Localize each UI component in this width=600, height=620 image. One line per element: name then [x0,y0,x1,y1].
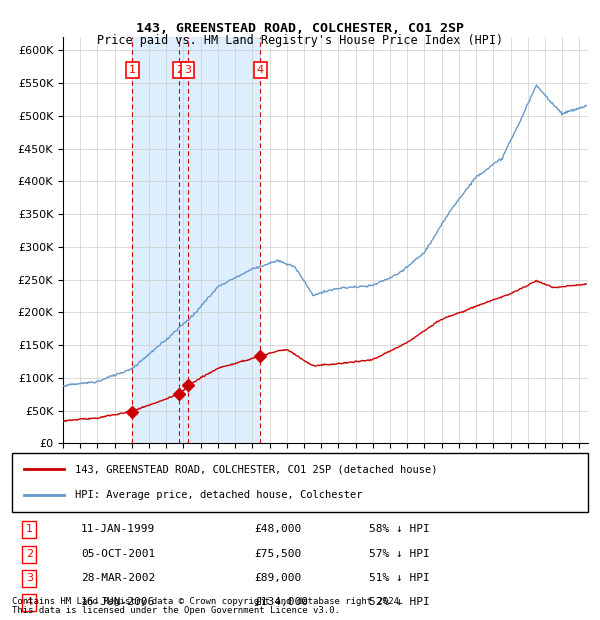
Text: 28-MAR-2002: 28-MAR-2002 [81,574,155,583]
Text: 1: 1 [129,65,136,75]
Text: 143, GREENSTEAD ROAD, COLCHESTER, CO1 2SP: 143, GREENSTEAD ROAD, COLCHESTER, CO1 2S… [136,22,464,35]
FancyBboxPatch shape [12,453,588,511]
Text: 1: 1 [26,525,33,534]
Text: Price paid vs. HM Land Registry's House Price Index (HPI): Price paid vs. HM Land Registry's House … [97,34,503,47]
Text: £134,000: £134,000 [254,597,308,608]
Text: 2: 2 [176,65,183,75]
Text: 58% ↓ HPI: 58% ↓ HPI [369,525,430,534]
Bar [188,37,260,443]
Text: Contains HM Land Registry data © Crown copyright and database right 2024.: Contains HM Land Registry data © Crown c… [12,597,404,606]
Text: 143, GREENSTEAD ROAD, COLCHESTER, CO1 2SP (detached house): 143, GREENSTEAD ROAD, COLCHESTER, CO1 2S… [76,464,438,474]
Text: 16-JUN-2006: 16-JUN-2006 [81,597,155,608]
Text: 57% ↓ HPI: 57% ↓ HPI [369,549,430,559]
Bar [133,37,179,443]
Text: HPI: Average price, detached house, Colchester: HPI: Average price, detached house, Colc… [76,490,363,500]
Text: 52% ↓ HPI: 52% ↓ HPI [369,597,430,608]
Bar [179,37,188,443]
Text: 51% ↓ HPI: 51% ↓ HPI [369,574,430,583]
Text: 11-JAN-1999: 11-JAN-1999 [81,525,155,534]
Text: 05-OCT-2001: 05-OCT-2001 [81,549,155,559]
Text: £75,500: £75,500 [254,549,301,559]
Text: 4: 4 [26,597,33,608]
Text: 4: 4 [257,65,264,75]
Text: 2: 2 [26,549,33,559]
Text: This data is licensed under the Open Government Licence v3.0.: This data is licensed under the Open Gov… [12,606,340,615]
Text: £48,000: £48,000 [254,525,301,534]
Text: 3: 3 [26,574,33,583]
Text: 3: 3 [184,65,191,75]
Text: £89,000: £89,000 [254,574,301,583]
